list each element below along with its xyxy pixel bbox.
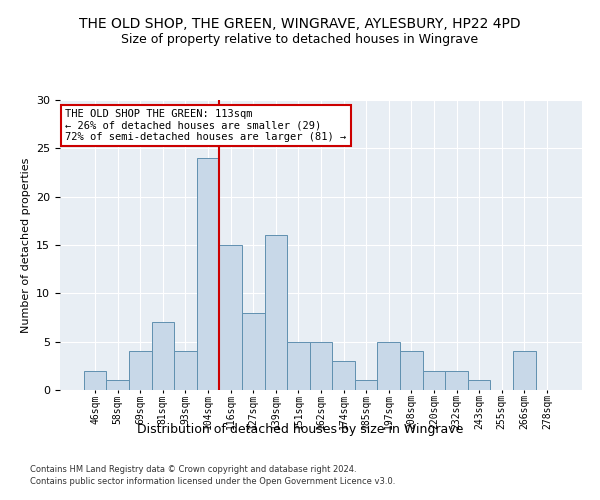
Bar: [332, 361, 355, 390]
Text: THE OLD SHOP, THE GREEN, WINGRAVE, AYLESBURY, HP22 4PD: THE OLD SHOP, THE GREEN, WINGRAVE, AYLES…: [79, 18, 521, 32]
Y-axis label: Number of detached properties: Number of detached properties: [20, 158, 31, 332]
Text: Contains HM Land Registry data © Crown copyright and database right 2024.: Contains HM Land Registry data © Crown c…: [30, 466, 356, 474]
Bar: [265, 236, 287, 390]
Bar: [220, 245, 242, 390]
Bar: [400, 352, 422, 390]
Bar: [377, 342, 400, 390]
Bar: [468, 380, 490, 390]
Bar: [197, 158, 220, 390]
Text: Size of property relative to detached houses in Wingrave: Size of property relative to detached ho…: [121, 32, 479, 46]
Bar: [422, 370, 445, 390]
Bar: [310, 342, 332, 390]
Bar: [84, 370, 106, 390]
Bar: [174, 352, 197, 390]
Bar: [129, 352, 152, 390]
Text: Contains public sector information licensed under the Open Government Licence v3: Contains public sector information licen…: [30, 477, 395, 486]
Text: Distribution of detached houses by size in Wingrave: Distribution of detached houses by size …: [137, 422, 463, 436]
Bar: [106, 380, 129, 390]
Bar: [152, 322, 174, 390]
Text: THE OLD SHOP THE GREEN: 113sqm
← 26% of detached houses are smaller (29)
72% of : THE OLD SHOP THE GREEN: 113sqm ← 26% of …: [65, 108, 346, 142]
Bar: [242, 312, 265, 390]
Bar: [287, 342, 310, 390]
Bar: [513, 352, 536, 390]
Bar: [355, 380, 377, 390]
Bar: [445, 370, 468, 390]
